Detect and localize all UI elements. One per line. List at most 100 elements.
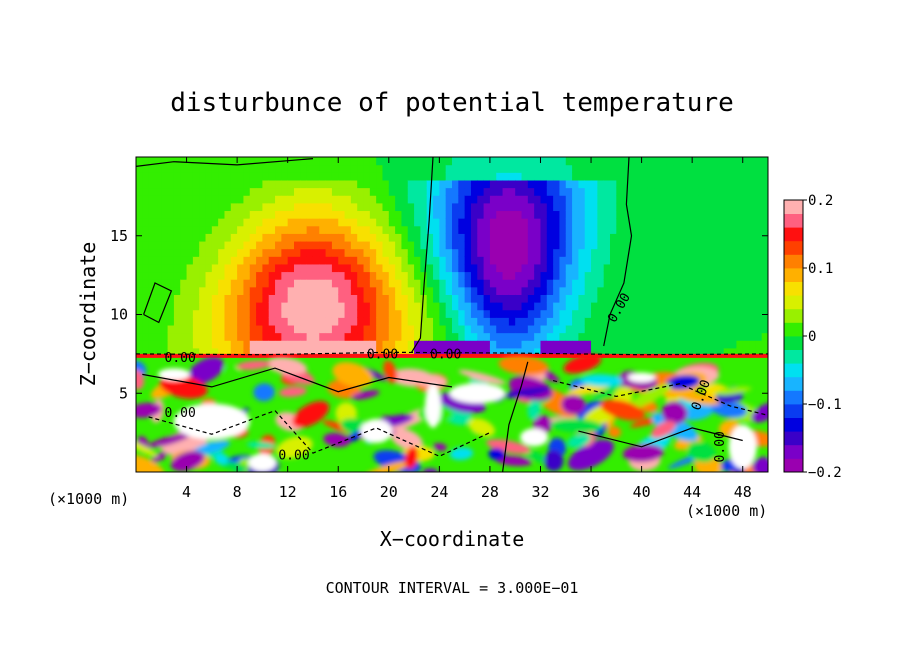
heatmap-cell xyxy=(477,218,485,227)
heatmap-cell xyxy=(477,233,485,242)
heatmap-cell xyxy=(597,195,605,204)
heatmap-cell xyxy=(654,347,662,357)
heatmap-cell xyxy=(458,263,466,273)
heatmap-cell xyxy=(489,263,497,273)
heatmap-cell xyxy=(357,279,365,288)
heatmap-cell xyxy=(553,347,561,357)
heatmap-cell xyxy=(395,302,403,311)
heatmap-cell xyxy=(186,240,194,250)
heatmap-cell xyxy=(578,248,586,257)
heatmap-cell xyxy=(312,332,320,341)
heatmap-cell xyxy=(300,279,308,288)
heatmap-cell xyxy=(502,256,510,265)
heatmap-cell xyxy=(338,248,346,257)
heatmap-cell xyxy=(698,256,706,265)
heatmap-cell xyxy=(256,294,263,303)
heatmap-cell xyxy=(452,294,459,303)
heatmap-cell xyxy=(502,233,510,242)
heatmap-cell xyxy=(136,240,143,250)
heatmap-cell xyxy=(382,240,390,250)
heatmap-cell xyxy=(433,179,440,189)
heatmap-cell xyxy=(584,157,592,166)
heatmap-cell xyxy=(407,172,415,181)
heatmap-cell xyxy=(294,172,301,181)
heatmap-cell xyxy=(420,324,428,334)
heatmap-cell xyxy=(287,240,295,250)
heatmap-cell xyxy=(711,286,719,295)
heatmap-cell xyxy=(319,225,327,234)
heatmap-cell xyxy=(218,256,226,265)
heatmap-cell xyxy=(350,210,358,219)
heatmap-cell xyxy=(167,332,175,341)
heatmap-cell xyxy=(388,347,396,357)
heatmap-cell xyxy=(445,187,453,196)
turbulent-blob xyxy=(136,402,162,418)
turbulent-blob xyxy=(220,461,248,471)
heatmap-cell xyxy=(294,240,301,250)
heatmap-cell xyxy=(350,324,358,334)
heatmap-cell xyxy=(679,248,687,257)
heatmap-cell xyxy=(527,317,535,326)
colorbar-swatch xyxy=(784,390,803,405)
heatmap-cell xyxy=(294,271,301,280)
heatmap-cell xyxy=(237,340,245,349)
heatmap-cell xyxy=(540,240,548,250)
heatmap-cell xyxy=(268,248,276,257)
heatmap-cell xyxy=(591,302,598,311)
heatmap-cell xyxy=(344,324,352,334)
heatmap-cell xyxy=(483,332,491,341)
heatmap-cell xyxy=(426,248,434,257)
heatmap-cell xyxy=(445,210,453,219)
heatmap-cell xyxy=(249,179,257,189)
heatmap-cell xyxy=(622,240,630,250)
heatmap-cell xyxy=(742,263,750,273)
heatmap-cell xyxy=(306,225,314,234)
heatmap-cell xyxy=(679,271,687,280)
heatmap-cell xyxy=(546,218,554,227)
heatmap-cell xyxy=(211,240,219,250)
heatmap-cell xyxy=(546,294,554,303)
heatmap-cell xyxy=(294,347,301,357)
heatmap-cell xyxy=(483,324,491,334)
heatmap-cell xyxy=(584,324,592,334)
heatmap-cell xyxy=(546,263,554,273)
turbulent-blob xyxy=(686,441,716,463)
heatmap-cell xyxy=(641,210,649,219)
heatmap-cell xyxy=(483,187,491,196)
heatmap-cell xyxy=(376,340,384,349)
heatmap-cell xyxy=(477,164,485,173)
heatmap-cell xyxy=(578,225,586,234)
heatmap-cell xyxy=(496,302,504,311)
heatmap-cell xyxy=(622,157,630,166)
heatmap-cell xyxy=(565,279,573,288)
heatmap-cell xyxy=(692,309,700,318)
heatmap-cell xyxy=(565,324,573,334)
heatmap-cell xyxy=(654,240,662,250)
heatmap-cell xyxy=(230,347,238,357)
heatmap-cell xyxy=(559,279,567,288)
heatmap-cell xyxy=(483,225,491,234)
heatmap-cell xyxy=(388,340,396,349)
heatmap-cell xyxy=(546,302,554,311)
y-tick-label: 5 xyxy=(119,384,128,402)
heatmap-cell xyxy=(205,256,213,265)
heatmap-cell xyxy=(749,347,756,357)
heatmap-cell xyxy=(515,263,523,273)
heatmap-cell xyxy=(414,164,421,173)
heatmap-cell xyxy=(616,302,624,311)
heatmap-cell xyxy=(275,294,282,303)
heatmap-cell xyxy=(711,340,719,349)
heatmap-cell xyxy=(325,302,333,311)
heatmap-cell xyxy=(502,302,510,311)
heatmap-cell xyxy=(622,202,630,212)
heatmap-cell xyxy=(591,256,598,265)
heatmap-cell xyxy=(173,309,181,318)
heatmap-cell xyxy=(363,233,371,242)
heatmap-cell xyxy=(388,309,396,318)
heatmap-cell xyxy=(717,263,725,273)
heatmap-cell xyxy=(527,324,535,334)
heatmap-cell xyxy=(224,233,232,242)
heatmap-cell xyxy=(224,210,232,219)
heatmap-cell xyxy=(521,202,529,212)
heatmap-cell xyxy=(154,164,162,173)
